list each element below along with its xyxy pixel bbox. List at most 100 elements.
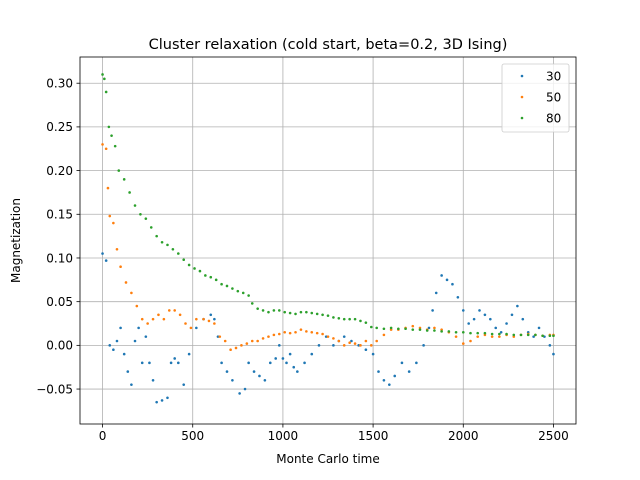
data-point: [155, 400, 158, 404]
data-point: [243, 387, 247, 391]
data-point: [160, 240, 164, 244]
data-point: [397, 327, 400, 331]
data-point: [258, 374, 261, 378]
data-point: [371, 352, 375, 356]
data-point: [283, 330, 287, 334]
data-point: [160, 399, 164, 402]
legend-label: 30: [546, 69, 561, 83]
data-point: [182, 383, 186, 386]
data-point: [521, 317, 525, 321]
data-point: [303, 361, 306, 365]
data-point: [187, 263, 191, 267]
legend-box: [501, 63, 570, 133]
data-point: [510, 313, 514, 317]
data-point: [250, 339, 254, 343]
data-point: [256, 339, 259, 343]
data-point: [162, 317, 166, 321]
data-point: [456, 295, 460, 299]
series-50: [101, 143, 555, 352]
data-point: [133, 204, 137, 207]
data-point: [299, 310, 303, 314]
data-point: [189, 326, 193, 330]
data-point: [434, 291, 438, 295]
data-point: [353, 342, 357, 345]
data-point: [107, 125, 111, 129]
data-point: [193, 267, 196, 270]
data-point: [169, 361, 173, 365]
data-point: [122, 352, 126, 356]
data-point: [173, 357, 176, 360]
data-point: [140, 317, 144, 321]
data-point: [461, 330, 465, 334]
data-point: [326, 314, 330, 317]
data-point: [418, 328, 422, 331]
data-point: [526, 333, 530, 337]
data-point: [140, 361, 144, 365]
data-point: [315, 331, 319, 335]
data-point: [122, 178, 126, 181]
data-point: [364, 339, 368, 343]
data-point: [213, 317, 216, 321]
data-point: [135, 304, 139, 308]
data-point: [294, 312, 297, 316]
data-point: [478, 309, 481, 312]
data-point: [400, 361, 404, 365]
data-point: [133, 339, 137, 343]
data-point: [139, 212, 142, 216]
data-point: [454, 330, 458, 334]
data-point: [209, 313, 213, 317]
data-point: [267, 310, 270, 314]
data-point: [375, 339, 378, 343]
data-point: [411, 324, 415, 328]
data-point: [104, 259, 108, 262]
data-point: [214, 278, 218, 282]
data-point: [348, 341, 351, 345]
data-point: [467, 322, 470, 325]
data-point: [261, 309, 265, 312]
data-point: [498, 335, 501, 338]
data-point: [278, 332, 281, 336]
data-point: [498, 332, 501, 336]
data-point: [252, 370, 256, 373]
data-point: [534, 333, 537, 337]
data-point: [552, 334, 555, 338]
data-point: [285, 361, 288, 365]
data-point: [317, 344, 321, 347]
data-point: [218, 335, 222, 338]
data-point: [263, 379, 267, 382]
y-tick-label: 0.10: [46, 251, 73, 265]
data-point: [364, 321, 368, 324]
data-point: [353, 317, 357, 321]
data-point: [195, 317, 198, 321]
data-point: [173, 309, 176, 312]
data-point: [382, 379, 386, 382]
data-point: [101, 252, 104, 255]
data-point: [171, 247, 175, 251]
data-point: [321, 332, 324, 336]
series-80: [101, 73, 555, 338]
data-point: [483, 313, 487, 317]
data-point: [310, 352, 314, 356]
series-30: [101, 252, 555, 404]
data-point: [247, 361, 250, 365]
data-point: [348, 317, 351, 321]
data-point: [350, 339, 353, 343]
data-point: [305, 330, 308, 333]
data-point: [382, 333, 386, 337]
data-point: [332, 316, 335, 319]
data-point: [499, 330, 503, 334]
data-point: [332, 337, 335, 340]
data-point: [489, 317, 492, 321]
data-point: [451, 282, 454, 286]
data-point: [461, 309, 465, 312]
data-point: [427, 326, 431, 330]
data-point: [310, 330, 314, 334]
data-point: [166, 243, 169, 247]
data-point: [124, 281, 128, 284]
x-tick-label: 1500: [358, 429, 389, 443]
data-point: [288, 331, 292, 335]
data-point: [342, 317, 346, 321]
data-point: [490, 335, 494, 338]
y-tick-label: 0.00: [46, 339, 73, 353]
data-point: [178, 313, 182, 317]
